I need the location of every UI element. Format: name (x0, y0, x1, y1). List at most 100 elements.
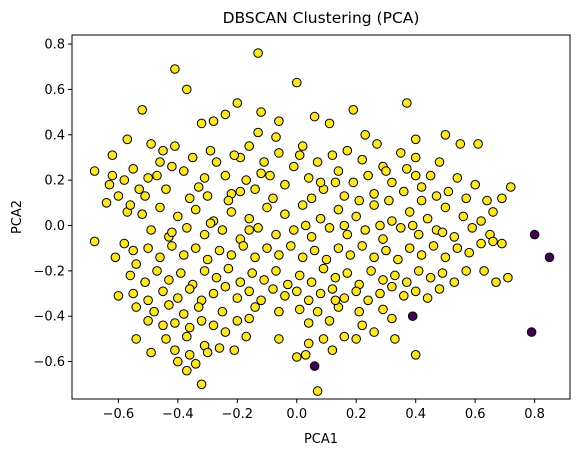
cluster-point (342, 268, 353, 278)
cluster-point (146, 139, 156, 149)
cluster-point (387, 216, 397, 226)
y-tick-label: 0.2 (44, 174, 65, 189)
cluster-point (292, 286, 302, 297)
cluster-point (244, 225, 254, 235)
cluster-point (119, 238, 130, 249)
cluster-point (217, 225, 228, 235)
cluster-point (312, 386, 323, 396)
cluster-point (274, 148, 284, 158)
cluster-point (404, 207, 415, 217)
cluster-point (128, 164, 138, 174)
cluster-point (208, 320, 219, 331)
cluster-point (428, 241, 439, 251)
cluster-point (488, 207, 498, 217)
cluster-point (122, 134, 133, 145)
cluster-point (202, 254, 213, 265)
cluster-point (158, 286, 168, 297)
cluster-point (199, 229, 210, 240)
cluster-point (274, 334, 284, 344)
cluster-point (294, 270, 305, 281)
y-tick-label: 0.6 (44, 83, 65, 98)
cluster-point (184, 193, 195, 204)
cluster-point (220, 170, 231, 181)
cluster-point (393, 254, 403, 265)
cluster-point (202, 347, 213, 358)
cluster-point (113, 191, 124, 201)
cluster-point (110, 252, 121, 263)
cluster-point (164, 275, 174, 285)
cluster-point (179, 166, 189, 176)
cluster-point (128, 288, 138, 299)
cluster-point (244, 313, 254, 324)
cluster-point (107, 150, 118, 160)
cluster-point (348, 177, 359, 188)
points-layer (89, 48, 555, 396)
cluster-point (182, 365, 192, 376)
cluster-point (476, 216, 486, 226)
cluster-point (324, 316, 335, 326)
cluster-point (506, 182, 516, 192)
cluster-point (155, 252, 165, 263)
cluster-point (143, 243, 153, 253)
cluster-point (184, 322, 195, 333)
cluster-point (256, 168, 266, 179)
cluster-point (173, 211, 183, 222)
cluster-point (292, 77, 302, 88)
cluster-point (476, 238, 486, 249)
cluster-point (190, 204, 201, 215)
cluster-point (378, 304, 388, 315)
cluster-point (324, 223, 335, 233)
cluster-point (327, 150, 338, 160)
cluster-point (416, 250, 427, 260)
cluster-point (104, 179, 115, 190)
cluster-point (89, 166, 100, 176)
cluster-point (306, 232, 317, 242)
cluster-point (297, 141, 308, 151)
cluster-point (330, 295, 341, 306)
cluster-point (333, 166, 344, 176)
cluster-point (330, 177, 341, 188)
cluster-point (220, 281, 231, 292)
cluster-point (327, 345, 338, 356)
cluster-point (259, 157, 269, 167)
cluster-point (318, 263, 329, 274)
cluster-point (271, 229, 281, 240)
cluster-point (250, 184, 260, 194)
cluster-point (303, 318, 314, 328)
cluster-point (294, 150, 305, 160)
cluster-point (357, 241, 368, 251)
cluster-point (271, 132, 281, 142)
cluster-point (152, 266, 162, 276)
cluster-point (348, 105, 359, 115)
cluster-point (390, 270, 400, 281)
cluster-point (274, 116, 284, 126)
cluster-point (161, 334, 171, 344)
cluster-point (369, 200, 379, 210)
cluster-point (113, 291, 124, 301)
cluster-point (497, 238, 507, 249)
cluster-point (170, 345, 180, 356)
cluster-point (473, 139, 483, 149)
cluster-point (265, 170, 275, 181)
cluster-point (315, 213, 326, 224)
cluster-point (125, 200, 136, 210)
x-tick-label: −0.4 (162, 407, 194, 422)
cluster-point (339, 331, 350, 342)
cluster-point (235, 277, 246, 288)
cluster-point (360, 130, 371, 140)
cluster-point (271, 266, 281, 276)
cluster-point (488, 236, 498, 247)
y-tick-label: 0.0 (44, 219, 65, 234)
cluster-point (199, 173, 210, 183)
cluster-point (387, 281, 397, 292)
cluster-point (256, 295, 266, 306)
cluster-point (324, 118, 335, 129)
cluster-point (119, 175, 130, 185)
cluster-point (497, 193, 507, 204)
cluster-point (244, 286, 254, 297)
cluster-point (134, 184, 144, 194)
cluster-point (170, 141, 180, 151)
cluster-point (410, 170, 421, 181)
cluster-point (176, 268, 186, 278)
